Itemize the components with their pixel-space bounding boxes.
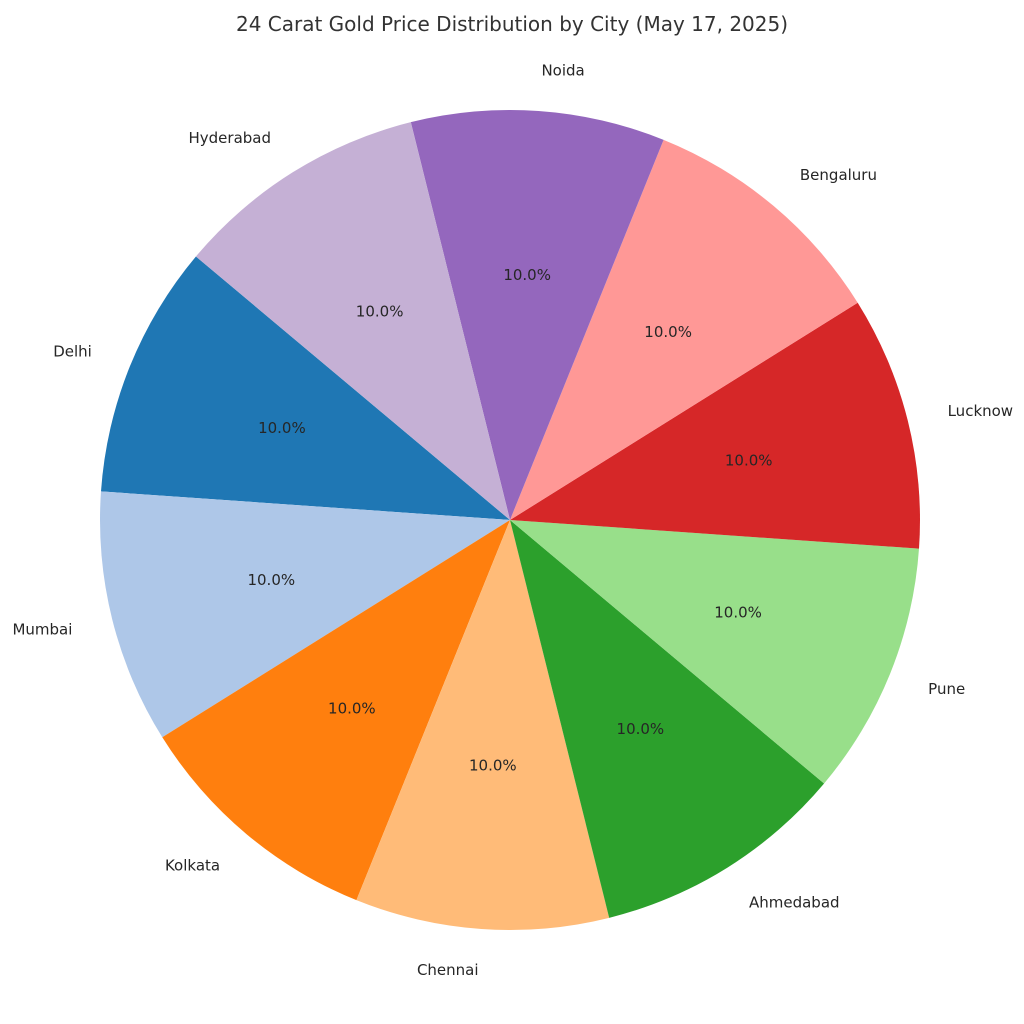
slice-label-delhi: Delhi: [53, 342, 92, 360]
slice-pct-bengaluru: 10.0%: [644, 323, 692, 341]
slice-label-hyderabad: Hyderabad: [189, 129, 272, 147]
pie-slice-bengaluru: [510, 139, 858, 520]
pie-slice-lucknow: [510, 302, 920, 549]
pie-slice-pune: [510, 520, 919, 784]
pie-slice-noida: [410, 109, 664, 520]
slice-label-lucknow: Lucknow: [948, 402, 1014, 420]
slice-pct-noida: 10.0%: [503, 266, 551, 284]
pie-slice-ahmedabad: [510, 520, 825, 918]
slice-pct-kolkata: 10.0%: [328, 700, 376, 718]
slice-pct-delhi: 10.0%: [258, 419, 306, 437]
slice-pct-lucknow: 10.0%: [725, 452, 773, 470]
slice-pct-pune: 10.0%: [714, 603, 762, 621]
slice-label-noida: Noida: [541, 61, 584, 79]
slice-label-ahmedabad: Ahmedabad: [749, 894, 840, 912]
slice-pct-hyderabad: 10.0%: [356, 303, 404, 321]
slice-label-bengaluru: Bengaluru: [800, 166, 877, 184]
pie-slice-mumbai: [100, 491, 510, 738]
slice-label-kolkata: Kolkata: [165, 857, 220, 875]
slice-pct-mumbai: 10.0%: [247, 571, 295, 589]
slice-pct-chennai: 10.0%: [469, 757, 517, 775]
slice-label-chennai: Chennai: [417, 961, 479, 979]
pie-slice-kolkata: [162, 520, 511, 901]
slice-pct-ahmedabad: 10.0%: [617, 720, 665, 738]
slice-label-pune: Pune: [928, 680, 965, 698]
pie-slice-chennai: [356, 520, 610, 931]
slice-label-mumbai: Mumbai: [12, 620, 72, 638]
pie-slice-hyderabad: [195, 122, 511, 521]
pie-slice-delhi: [101, 256, 510, 520]
chart-title: 24 Carat Gold Price Distribution by City…: [235, 12, 789, 36]
